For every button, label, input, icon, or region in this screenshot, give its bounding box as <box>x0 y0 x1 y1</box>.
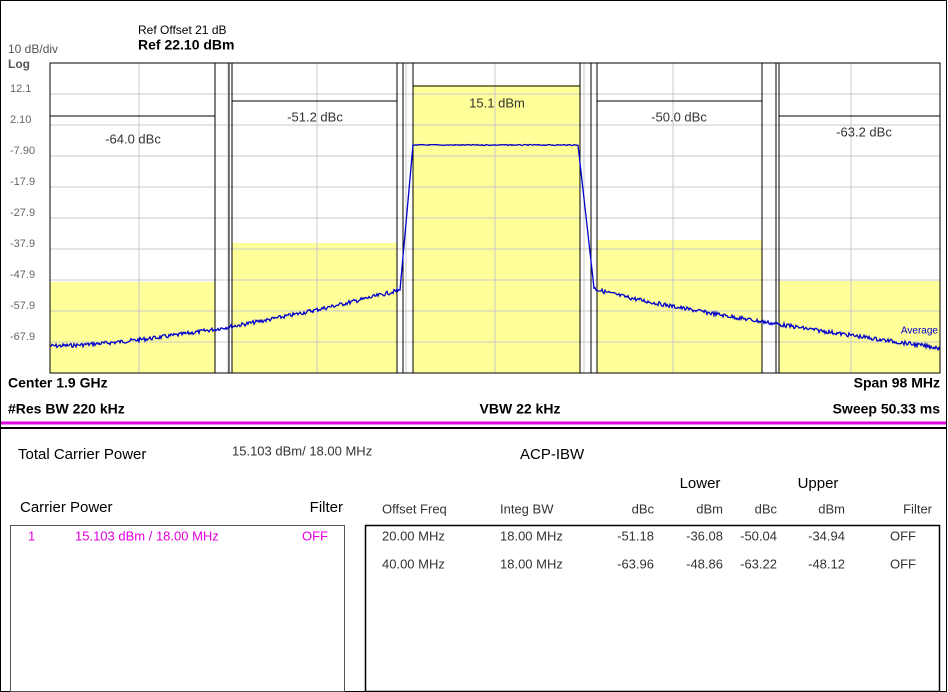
y-label: 12.1 <box>10 83 31 95</box>
sweep: Sweep 50.33 ms <box>833 401 941 417</box>
carrier-value: 15.103 dBm / 18.00 MHz <box>75 528 219 543</box>
column-header: dBm <box>818 501 845 516</box>
table-cell: 20.00 MHz <box>382 528 445 543</box>
y-label: -7.90 <box>10 145 35 157</box>
ref-offset: Ref Offset 21 dB <box>138 23 227 37</box>
column-header: dBc <box>632 501 655 516</box>
carrier-index: 1 <box>28 528 35 543</box>
table-cell: -63.96 <box>617 556 654 571</box>
total-value: 15.103 dBm/ 18.00 MHz <box>232 443 372 458</box>
span: Span 98 MHz <box>854 375 940 391</box>
column-header: Offset Freq <box>382 501 447 516</box>
table-cell: -34.94 <box>808 528 845 543</box>
scale: 10 dB/div <box>8 42 58 56</box>
band-label: -51.2 dBc <box>287 109 343 124</box>
table-cell: -50.04 <box>740 528 777 543</box>
center-freq: Center 1.9 GHz <box>8 375 108 391</box>
scale-type: Log <box>8 57 30 71</box>
group-header: Lower <box>680 475 721 492</box>
trace-label: Average <box>901 326 939 337</box>
table-cell: -51.18 <box>617 528 654 543</box>
y-label: -57.9 <box>10 300 35 312</box>
band-label: 15.1 dBm <box>469 95 525 110</box>
table-cell: -48.12 <box>808 556 845 571</box>
vbw: VBW 22 kHz <box>480 401 561 417</box>
band-label: -50.0 dBc <box>651 109 707 124</box>
graticule-border <box>49 62 941 374</box>
table-cell: OFF <box>890 556 916 571</box>
ref-level: Ref 22.10 dBm <box>138 37 234 53</box>
band-fill <box>413 85 580 373</box>
table-cell: OFF <box>890 528 916 543</box>
y-label: -47.9 <box>10 269 35 281</box>
y-label: -27.9 <box>10 207 35 219</box>
column-header: Filter <box>903 501 933 516</box>
total-label: Total Carrier Power <box>18 446 146 463</box>
acp-title: ACP-IBW <box>520 446 585 463</box>
y-label: 2.10 <box>10 114 31 126</box>
y-label: -67.9 <box>10 331 35 343</box>
table-cell: -36.08 <box>686 528 723 543</box>
table-cell: -63.22 <box>740 556 777 571</box>
y-label: -37.9 <box>10 238 35 250</box>
y-label: -17.9 <box>10 176 35 188</box>
table-cell: 18.00 MHz <box>500 528 563 543</box>
table-cell: 18.00 MHz <box>500 556 563 571</box>
column-header: dBm <box>696 501 723 516</box>
spectrum-plot: -64.0 dBc -51.2 dBc 15.1 dBm -50.0 dBc -… <box>49 62 941 374</box>
table-cell: -48.86 <box>686 556 723 571</box>
filter-header: Filter <box>310 499 343 516</box>
band-fill <box>50 282 215 373</box>
carrier-header: Carrier Power <box>20 499 113 516</box>
spectrum-trace <box>49 143 941 352</box>
group-header: Upper <box>798 475 839 492</box>
table-cell: 40.00 MHz <box>382 556 445 571</box>
carrier-filter: OFF <box>302 528 328 543</box>
band-label: -64.0 dBc <box>105 131 161 146</box>
column-header: Integ BW <box>500 501 554 516</box>
band-edges <box>50 63 940 373</box>
res-bw: #Res BW 220 kHz <box>8 401 125 417</box>
band-label: -63.2 dBc <box>836 124 892 139</box>
band-fill <box>597 240 762 373</box>
band-fill <box>232 243 397 373</box>
column-header: dBc <box>755 501 778 516</box>
